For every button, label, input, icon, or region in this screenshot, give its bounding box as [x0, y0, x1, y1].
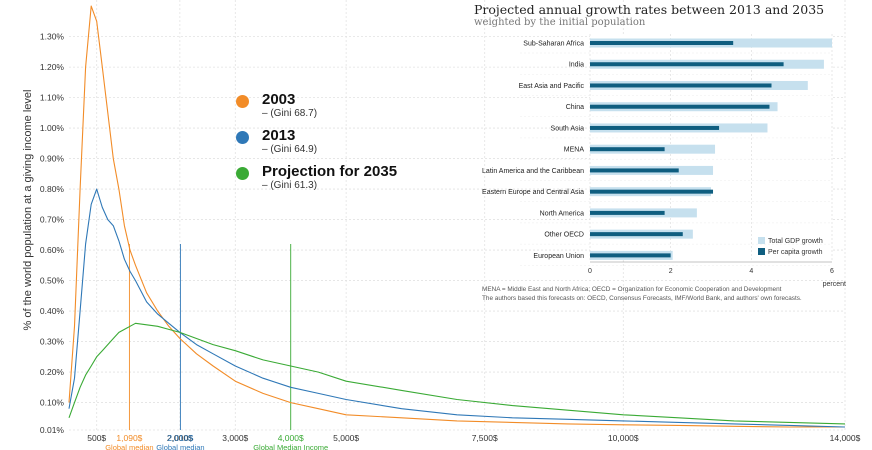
legend-gini-2013: – (Gini 64.9)	[262, 144, 318, 155]
y-tick-label: 0.01%	[40, 425, 65, 435]
y-tick-label: 0.80%	[40, 184, 65, 194]
y-tick-label: 0.90%	[40, 154, 65, 164]
inset-x-tick-label: 0	[588, 268, 592, 275]
y-tick-label: 1.10%	[40, 93, 65, 103]
series-lines	[68, 5, 846, 428]
bar-per-capita-growth	[590, 210, 665, 215]
y-tick-label: 0.20%	[40, 367, 65, 377]
legend-name-2003: 2003	[262, 91, 296, 108]
series-line-2003	[68, 5, 845, 428]
y-tick-label: 0.10%	[40, 398, 65, 408]
inset-category-label: Sub-Saharan Africa	[523, 41, 584, 48]
inset-bars	[590, 38, 832, 260]
legend-gini-2035: – (Gini 61.3)	[262, 180, 318, 191]
median-caption: Global Median Income	[253, 443, 328, 450]
inset-category-label: India	[569, 62, 584, 69]
bar-per-capita-growth	[590, 83, 772, 88]
y-tick-label: 0.70%	[40, 215, 65, 225]
y-axis-label: % of the world population at a giving in…	[22, 90, 34, 331]
main-gridlines	[69, 0, 846, 431]
inset-category-label: East Asia and Pacific	[519, 83, 585, 90]
legend-item-2035: Projection for 2035 – (Gini 61.3)	[236, 164, 397, 191]
legend-label-total-gdp: Total GDP growth	[768, 238, 823, 245]
bar-per-capita-growth	[590, 104, 770, 109]
inset-legend: Total GDP growth Per capita growth	[758, 237, 823, 256]
y-tick-label: 0.50%	[40, 276, 65, 286]
inset-category-label: China	[566, 104, 584, 111]
x-tick-labels: 500$ 2,000$ 3,000$ 5,000$ 7,500$ 10,000$ 14,00…	[87, 433, 860, 443]
inset-category-label: Latin America and the Caribbean	[482, 168, 584, 175]
legend-dot-2035	[236, 167, 249, 180]
median-caption: Global median	[105, 443, 153, 450]
main-legend: 2003 – (Gini 68.7) 2013 – (Gini 64.9) Pr…	[236, 92, 397, 200]
legend-dot-2013	[236, 131, 249, 144]
bar-per-capita-growth	[590, 62, 784, 67]
bar-per-capita-growth	[590, 168, 679, 173]
x-tick-label: 10,000$	[608, 433, 639, 443]
inset-category-label: Other OECD	[544, 232, 584, 239]
legend-dot-2003	[236, 95, 249, 108]
inset-x-tick-label: 2	[669, 268, 673, 275]
y-tick-label: 0.60%	[40, 245, 65, 255]
inset-category-label: Eastern Europe and Central Asia	[482, 189, 584, 196]
x-tick-label: 14,000$	[830, 433, 861, 443]
inset-x-tick-labels: 0 2 4 6	[588, 268, 834, 275]
bar-per-capita-growth	[590, 189, 714, 194]
legend-name-2035: Projection for 2035	[262, 163, 398, 180]
y-tick-labels: 0.01% 0.10% 0.20% 0.30% 0.40% 0.50% 0.60% 0.70%…	[40, 32, 65, 435]
x-tick-label: 2,000$	[167, 433, 193, 443]
inset-category-label: MENA	[564, 147, 585, 154]
legend-item-2003: 2003 – (Gini 68.7)	[236, 92, 397, 119]
legend-item-2013: 2013 – (Gini 64.9)	[236, 128, 397, 155]
series-line-2035	[68, 322, 846, 425]
bar-per-capita-growth	[590, 125, 720, 130]
x-tick-label: 7,500$	[472, 433, 498, 443]
inset-note-abbreviations: MENA = Middle East and North Africa; OEC…	[482, 286, 782, 293]
bar-per-capita-growth	[590, 41, 734, 45]
y-tick-label: 0.40%	[40, 306, 65, 316]
growth-rates-chart: Sub-Saharan Africa India East Asia and Pac…	[482, 34, 846, 288]
inset-note-sources: The authors based this forecasts on: OEC…	[482, 295, 802, 302]
bar-per-capita-growth	[590, 232, 683, 237]
legend-swatch-total-gdp	[758, 237, 765, 244]
inset-category-label: North America	[540, 210, 584, 217]
x-tick-label: 5,000$	[333, 433, 359, 443]
y-tick-label: 1.00%	[40, 123, 65, 133]
y-tick-label: 1.20%	[40, 62, 65, 72]
legend-name-2013: 2013	[262, 127, 296, 144]
median-caption: Global median	[156, 443, 204, 450]
median-value-label: 4,000$	[278, 433, 304, 443]
x-tick-label: 3,000$	[222, 433, 248, 443]
y-tick-label: 1.30%	[40, 32, 65, 42]
legend-swatch-per-capita	[758, 248, 765, 255]
inset-x-axis-label: percent	[823, 281, 846, 288]
inset-category-label: South Asia	[551, 125, 585, 132]
inset-category-labels: Sub-Saharan Africa India East Asia and Pac…	[482, 41, 584, 260]
bar-per-capita-growth	[590, 253, 671, 258]
legend-label-per-capita: Per capita growth	[768, 249, 823, 256]
inset-x-tick-label: 6	[830, 268, 834, 275]
median-value-label: 1,090$	[116, 433, 142, 443]
y-tick-label: 0.30%	[40, 337, 65, 347]
inset-subtitle: weighted by the initial population	[474, 17, 646, 28]
inset-category-label: European Union	[533, 253, 584, 260]
inset-x-tick-label: 4	[749, 268, 753, 275]
x-tick-label: 500$	[87, 433, 106, 443]
median-value-label: 2,010$	[167, 433, 193, 443]
bar-per-capita-growth	[590, 147, 665, 152]
inset-title: Projected annual growth rates between 20…	[474, 2, 825, 17]
legend-gini-2003: – (Gini 68.7)	[262, 108, 318, 119]
